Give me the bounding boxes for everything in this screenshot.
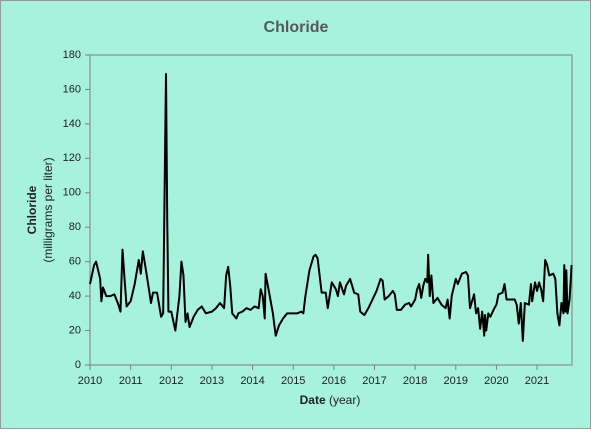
x-tick-label: 2021 — [525, 375, 549, 387]
x-tick-label: 2013 — [200, 375, 224, 387]
x-axis-label: Date — [300, 393, 326, 407]
y-tick-label: 140 — [63, 118, 81, 130]
x-tick-label: 2015 — [281, 375, 305, 387]
x-tick-label: 2019 — [444, 375, 468, 387]
x-tick-label: 2012 — [159, 375, 183, 387]
x-axis-unit: (year) — [329, 393, 360, 407]
chart-title: Chloride — [264, 19, 329, 36]
x-axis-title: Date (year) — [300, 393, 361, 407]
y-tick-label: 60 — [69, 256, 81, 268]
x-tick-label: 2017 — [362, 375, 386, 387]
x-tick-label: 2010 — [78, 375, 102, 387]
data-line — [89, 72, 573, 342]
plot-area — [89, 54, 573, 366]
y-tick-label: 20 — [69, 324, 81, 336]
y-axis-unit: (milligrams per liter) — [41, 157, 55, 262]
y-tick-label: 180 — [63, 49, 81, 61]
y-tick-label: 100 — [63, 187, 81, 199]
x-tick-label: 2014 — [240, 375, 264, 387]
x-tick-label: 2018 — [403, 375, 427, 387]
y-tick-label: 160 — [63, 83, 81, 95]
x-tick-label: 2016 — [322, 375, 346, 387]
y-tick-label: 120 — [63, 152, 81, 164]
y-tick-label: 40 — [69, 290, 81, 302]
y-tick-label: 0 — [75, 359, 81, 371]
x-tick-label: 2020 — [484, 375, 508, 387]
y-tick-label: 80 — [69, 221, 81, 233]
x-tick-label: 2011 — [119, 375, 143, 387]
y-axis-label: Chloride — [25, 185, 39, 234]
